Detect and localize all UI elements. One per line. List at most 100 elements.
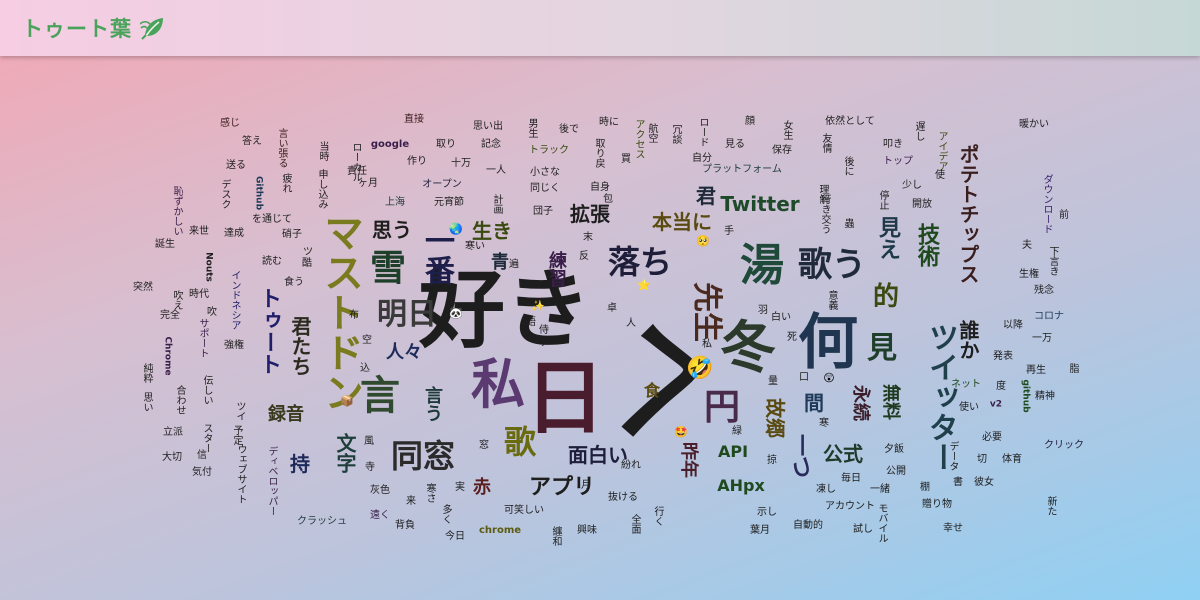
cloud-word: 羽: [758, 305, 768, 316]
leaf-icon: [140, 18, 163, 40]
cloud-word: デスク: [219, 179, 230, 209]
cloud-word: データ: [947, 441, 958, 471]
cloud-word: アプリ: [528, 475, 596, 500]
cloud-word: 録音: [268, 404, 304, 425]
cloud-word: インドネシア: [229, 270, 240, 330]
cloud-word: 理解: [817, 184, 828, 204]
cloud-word: 十万: [451, 158, 471, 169]
cloud-word: ウェブサイト: [235, 444, 246, 504]
cloud-word: 必要: [982, 432, 1002, 443]
cloud-word: 度: [996, 381, 1006, 392]
cloud-word: 全面: [629, 514, 640, 534]
cloud-word: 遠く: [370, 510, 390, 521]
cloud-word: 永続: [850, 385, 871, 421]
cloud-word: 私: [702, 339, 712, 350]
cloud-word: 昨年: [678, 442, 699, 478]
cloud-word: 量: [768, 376, 778, 387]
cloud-word: オープン: [422, 179, 462, 190]
cloud-word: 答え: [242, 136, 262, 147]
cloud-word: 葉月: [750, 525, 770, 536]
cloud-word: 遍: [509, 259, 519, 270]
cloud-word: 後で: [559, 124, 579, 135]
cloud-word: 冗談: [670, 124, 681, 144]
cloud-word: 反: [579, 251, 589, 262]
cloud-word: 以降: [1003, 320, 1023, 331]
cloud-word: 白い: [771, 312, 791, 323]
cloud-word: 書: [953, 477, 963, 488]
cloud-word: 読む: [262, 256, 282, 267]
brand-logo[interactable]: トゥート葉: [22, 13, 166, 43]
cloud-word: 立派: [163, 427, 183, 438]
cloud-word: 気付: [192, 467, 212, 478]
cloud-word: 誕生: [155, 239, 175, 250]
cloud-word: 再生: [1026, 365, 1046, 376]
cloud-word: 完全: [160, 310, 180, 321]
cloud-word: 強権: [224, 340, 244, 351]
cloud-word: 公式: [823, 442, 863, 466]
cloud-word: API: [717, 442, 749, 461]
cloud-word: ロード: [697, 117, 708, 147]
cloud-word: 公開: [886, 466, 906, 477]
cloud-word: 包: [603, 194, 613, 205]
cloud-word: 見: [867, 331, 897, 366]
cloud-word: 技術: [914, 223, 939, 267]
cloud-word: 保存: [772, 145, 792, 156]
cloud-word: 後に: [842, 156, 853, 176]
cloud-word: 小さな: [530, 167, 560, 178]
cloud-word: 今日: [445, 531, 465, 542]
cloud-word: 凍し: [816, 484, 836, 495]
cloud-word: 依然として: [825, 116, 875, 127]
cloud-word: 布: [349, 310, 359, 321]
cloud-word: ディベロッパー: [266, 446, 277, 516]
cloud-word: 責任: [347, 166, 367, 177]
cloud-word: 見る: [725, 139, 745, 150]
cloud-word: ヶ月: [358, 178, 378, 189]
cloud-word: 暖かい: [1019, 119, 1049, 130]
cloud-word: 開放: [912, 199, 932, 210]
cloud-word: 言い張る: [276, 128, 287, 168]
globe-emoji: 🌏: [449, 222, 463, 236]
cloud-word: 間: [804, 391, 824, 415]
cloud-word: 酷: [302, 258, 312, 269]
rolling-laugh-emoji: 🤣: [686, 356, 714, 381]
cloud-word: 月: [581, 480, 591, 491]
cloud-word: クラッシュ: [297, 516, 347, 527]
cloud-word: 体育: [1002, 454, 1022, 465]
cloud-word: 侍: [539, 325, 549, 336]
cloud-word: 下言き: [1047, 246, 1058, 276]
pleading-face-emoji: 🥺: [696, 234, 710, 248]
cloud-word: 言: [360, 373, 400, 419]
cloud-word: 君たち: [288, 316, 312, 376]
cloud-word: 的: [872, 282, 900, 312]
cloud-word: Chrome: [162, 336, 173, 376]
cloud-word: 雪: [369, 248, 407, 289]
cloud-word: 歌う: [798, 245, 866, 285]
cloud-word: 生き: [472, 219, 512, 243]
cloud-word: AHpx: [717, 476, 765, 495]
cloud-word: 当時: [317, 141, 328, 161]
cloud-word: 感じ: [220, 118, 240, 129]
cloud-word: 意義: [826, 290, 837, 310]
cloud-word: ポテトチップス: [956, 144, 980, 284]
cloud-word: 彼女: [974, 477, 994, 488]
cloud-word: 残念: [1034, 285, 1054, 296]
cloud-word: 夫: [1022, 240, 1032, 251]
cloud-word: 食う: [284, 277, 304, 288]
cloud-word: chrome: [478, 525, 522, 536]
cloud-word: 幸せ: [943, 523, 963, 534]
cloud-word: スター: [201, 423, 212, 453]
cloud-word: 恥ずかしい: [171, 186, 182, 236]
cloud-word: 窓: [479, 440, 489, 451]
cloud-word: 一番: [419, 225, 454, 285]
cloud-word: 自身: [590, 182, 610, 193]
cloud-word: トップ: [883, 156, 913, 167]
cloud-word: v2: [989, 399, 1003, 410]
cloud-word: 棚: [920, 482, 930, 493]
cloud-word: 冬: [720, 316, 776, 381]
cloud-word: 伝しい: [201, 375, 212, 405]
cloud-word: 練習: [546, 251, 567, 287]
cloud-word: 見え: [875, 216, 900, 260]
cloud-word: 一人: [486, 165, 506, 176]
cloud-word: 語: [526, 317, 536, 328]
cloud-word: 手: [724, 226, 734, 237]
